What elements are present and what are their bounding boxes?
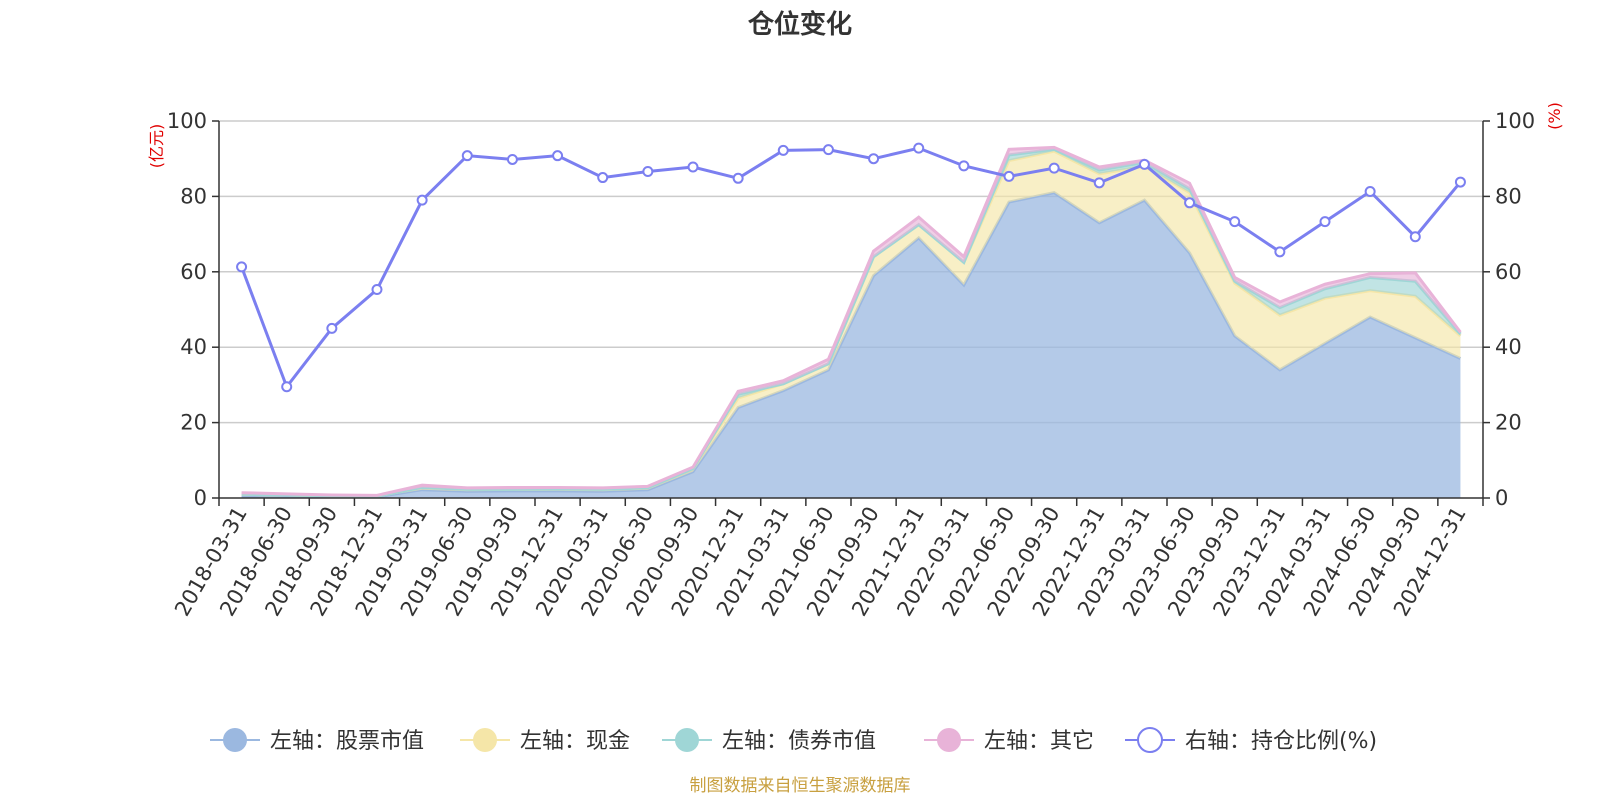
legend-label: 左轴：债券市值 [722, 729, 876, 754]
ratio-point [913, 142, 925, 154]
right-tick-label: 80 [1495, 184, 1522, 208]
left-tick-label: 100 [167, 109, 207, 133]
legend-label: 左轴：其它 [984, 729, 1094, 754]
chart-title: 仓位变化 [747, 9, 852, 40]
legend: 左轴：股票市值 左轴：现金 左轴：债券市值 左轴：其它 右轴：持仓比例(%) [210, 727, 1377, 754]
legend-marker [1137, 727, 1163, 753]
legend-marker [473, 728, 497, 752]
left-tick-label: 60 [180, 260, 207, 284]
right-tick-label: 40 [1495, 335, 1522, 359]
right-tick-label: 20 [1495, 411, 1522, 435]
ratio-point [1364, 185, 1376, 197]
ratio-point [552, 150, 564, 162]
ratio-point [642, 166, 654, 178]
ratio-point [1003, 170, 1015, 182]
ratio-point [868, 153, 880, 165]
right-tick-label: 60 [1495, 260, 1522, 284]
ratio-point [1048, 162, 1060, 174]
ratio-point [1184, 197, 1196, 209]
left-tick-label: 0 [194, 486, 207, 510]
legend-item: 左轴：现金 [460, 728, 630, 754]
area-1 [241, 192, 1461, 498]
ratio-point [777, 144, 789, 156]
legend-item: 左轴：债券市值 [662, 728, 876, 754]
ratio-point [687, 161, 699, 173]
ratio-point [1409, 231, 1421, 243]
legend-marker [675, 728, 699, 752]
area-line-4 [241, 145, 1462, 497]
ratio-point [1454, 176, 1466, 188]
ratio-point [1274, 246, 1286, 258]
ratio-point [1093, 177, 1105, 189]
ratio-point [1319, 216, 1331, 228]
stacked-areas [241, 145, 1462, 499]
right-axis-unit: (%) [1545, 102, 1564, 130]
ratio-line-path [240, 146, 1462, 390]
ratio-point [461, 150, 473, 162]
left-tick-label: 80 [180, 184, 207, 208]
ratio-point [1138, 158, 1150, 170]
data-source: 制图数据来自恒生聚源数据库 [690, 776, 911, 796]
legend-item: 左轴：其它 [924, 728, 1094, 754]
ratio-point [281, 381, 293, 393]
left-tick-label: 20 [180, 411, 207, 435]
ratio-point [371, 284, 383, 296]
right-tick-label: 100 [1495, 109, 1535, 133]
ratio-point [958, 160, 970, 172]
left-tick-label: 40 [180, 335, 207, 359]
ratio-point [506, 153, 518, 165]
right-tick-label: 0 [1495, 486, 1508, 510]
ratio-point [597, 172, 609, 184]
ratio-line [236, 142, 1466, 393]
ratio-point [236, 261, 248, 273]
legend-label: 左轴：股票市值 [270, 729, 424, 754]
legend-marker [223, 728, 247, 752]
legend-label: 右轴：持仓比例(%) [1185, 729, 1377, 754]
ratio-point [416, 194, 428, 206]
ratio-point [1229, 216, 1241, 228]
legend-label: 左轴：现金 [520, 729, 630, 754]
legend-marker [937, 728, 961, 752]
left-axis-unit: (亿元) [147, 124, 166, 169]
legend-item: 右轴：持仓比例(%) [1125, 727, 1377, 754]
ratio-point [732, 172, 744, 184]
legend-item: 左轴：股票市值 [210, 728, 424, 754]
ratio-point [822, 144, 834, 156]
ratio-point [326, 322, 338, 334]
